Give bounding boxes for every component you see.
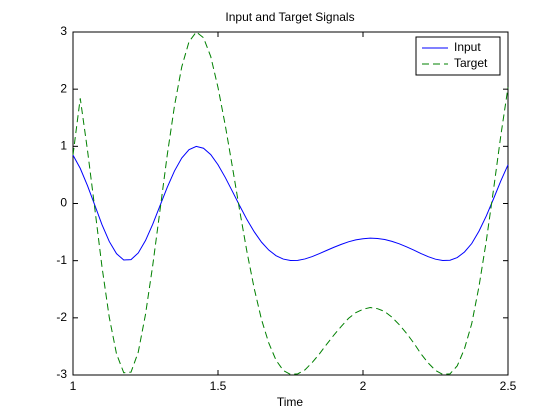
x-tick-label: 2 [360,379,367,393]
x-tick-label: 2.5 [500,379,517,393]
series-line [72,31,509,375]
series-line [72,145,509,262]
x-axis-label: Time [277,395,304,409]
legend-label: Input [454,40,481,54]
x-tick-label: 1 [70,379,77,393]
legend-label: Target [454,56,488,70]
y-tick-label: -1 [56,253,67,267]
y-tick-label: 3 [60,24,67,38]
y-tick-label: 0 [60,196,67,210]
plot-area [72,31,509,376]
y-tick-label: -2 [56,310,67,324]
legend-box [415,36,501,76]
y-tick-label: -3 [56,367,67,381]
x-tick-label: 1.5 [210,379,227,393]
y-tick-label: 1 [60,139,67,153]
chart-title: Input and Target Signals [225,10,354,24]
y-tick-label: 2 [60,81,67,95]
